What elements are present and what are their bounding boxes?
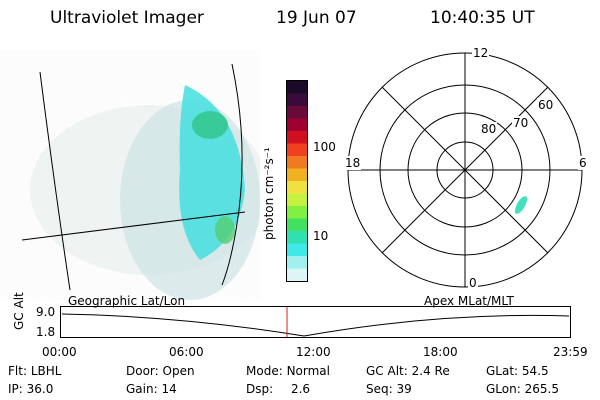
colorbar-band xyxy=(287,181,307,194)
info-glat-label: GLat: xyxy=(486,364,519,378)
info-dsp: Dsp: 2.6 xyxy=(246,382,310,396)
info-gcalt-label: GC Alt: xyxy=(366,364,408,378)
meridian-line-left xyxy=(39,71,71,291)
info-ip-value: 36.0 xyxy=(26,382,54,396)
timeline-axis-title: GC Alt xyxy=(12,292,26,330)
colorbar-band xyxy=(287,81,307,94)
colorbar-band xyxy=(287,156,307,169)
info-gain: Gain: 14 xyxy=(126,382,177,396)
timeline-frame xyxy=(60,306,571,338)
polar-emission-spot xyxy=(514,196,528,214)
info-flt-label: Flt: xyxy=(8,364,27,378)
info-dsp-value: 2.6 xyxy=(290,382,311,396)
timeline-xtick-2359: 23:59 xyxy=(553,345,588,359)
polar-plot xyxy=(347,52,583,288)
colorbar-band xyxy=(287,131,307,144)
geographic-image xyxy=(0,50,260,300)
timeline-ytick-1.8: 1.8 xyxy=(36,325,56,339)
info-glon: GLon: 265.5 xyxy=(486,382,559,396)
colorbar-gradient xyxy=(287,81,307,282)
info-glat: GLat: 54.5 xyxy=(486,364,549,378)
colorbar-band xyxy=(287,243,307,257)
colorbar-band xyxy=(287,106,307,119)
altitude-curve xyxy=(61,313,570,337)
colorbar-tick-10: 10 xyxy=(313,229,329,243)
info-mode-label: Mode: xyxy=(246,364,283,378)
polar-lat-70: 70 xyxy=(512,116,530,130)
timeline-ytick-9: 9.0 xyxy=(36,305,56,319)
info-gcalt-value: 2.4 Re xyxy=(411,364,450,378)
time-label: 10:40:35 UT xyxy=(430,8,535,28)
timeline-xtick-1200: 12:00 xyxy=(296,345,331,359)
colorbar-band xyxy=(287,256,307,269)
polar-lat-60: 60 xyxy=(537,98,555,112)
timeline-plot xyxy=(60,306,571,338)
meridian-line-right xyxy=(221,63,243,286)
polar-mlt-18: 18 xyxy=(344,156,362,170)
info-gain-value: 14 xyxy=(161,382,177,396)
colorbar-band xyxy=(287,231,307,244)
info-dsp-label: Dsp: xyxy=(246,382,274,396)
colorbar-band xyxy=(287,143,307,157)
colorbar-band xyxy=(287,268,307,282)
info-mode: Mode: Normal xyxy=(246,364,330,378)
info-seq-value: 39 xyxy=(396,382,412,396)
colorbar-band xyxy=(287,193,307,207)
colorbar-band xyxy=(287,206,307,219)
colorbar xyxy=(286,80,308,282)
colorbar-band xyxy=(287,93,307,107)
polar-mlt-0: 0 xyxy=(468,276,478,290)
info-door: Door: Open xyxy=(126,364,195,378)
timeline-xtick-0600: 06:00 xyxy=(169,345,204,359)
colorbar-band xyxy=(287,118,307,132)
info-door-label: Door: xyxy=(126,364,159,378)
colorbar-tick-100: 100 xyxy=(313,140,336,154)
info-glat-value: 54.5 xyxy=(521,364,549,378)
colorbar-label-wrap: photon cm⁻²s⁻¹ xyxy=(262,147,282,254)
info-door-value: Open xyxy=(162,364,195,378)
info-ip-label: IP: xyxy=(8,382,23,396)
timeline-xtick-1800: 18:00 xyxy=(423,345,458,359)
colorbar-label: photon cm⁻²s⁻¹ xyxy=(262,147,276,240)
info-glon-label: GLon: xyxy=(486,382,521,396)
polar-mlt-6: 6 xyxy=(578,156,588,170)
timeline-left-label: Geographic Lat/Lon xyxy=(68,294,186,308)
info-seq: Seq: 39 xyxy=(366,382,412,396)
colorbar-band xyxy=(287,218,307,232)
colorbar-band xyxy=(287,168,307,182)
info-ip: IP: 36.0 xyxy=(8,382,53,396)
info-flt: Flt: LBHL xyxy=(8,364,61,378)
info-gain-label: Gain: xyxy=(126,382,158,396)
instrument-title: Ultraviolet Imager xyxy=(50,8,204,28)
polar-lat-80: 80 xyxy=(480,122,498,136)
date-label: 19 Jun 07 xyxy=(276,8,357,28)
polar-mlt-12: 12 xyxy=(472,46,490,60)
info-seq-label: Seq: xyxy=(366,382,393,396)
timeline-xtick-0000: 00:00 xyxy=(42,345,77,359)
info-flt-value: LBHL xyxy=(30,364,62,378)
info-mode-value: Normal xyxy=(286,364,330,378)
info-gcalt: GC Alt: 2.4 Re xyxy=(366,364,450,378)
polar-diagonal-2 xyxy=(381,86,549,254)
latitude-line xyxy=(21,211,246,241)
noise-overlay xyxy=(0,50,260,300)
timeline-right-label: Apex MLat/MLT xyxy=(424,294,514,308)
info-glon-value: 265.5 xyxy=(524,382,559,396)
